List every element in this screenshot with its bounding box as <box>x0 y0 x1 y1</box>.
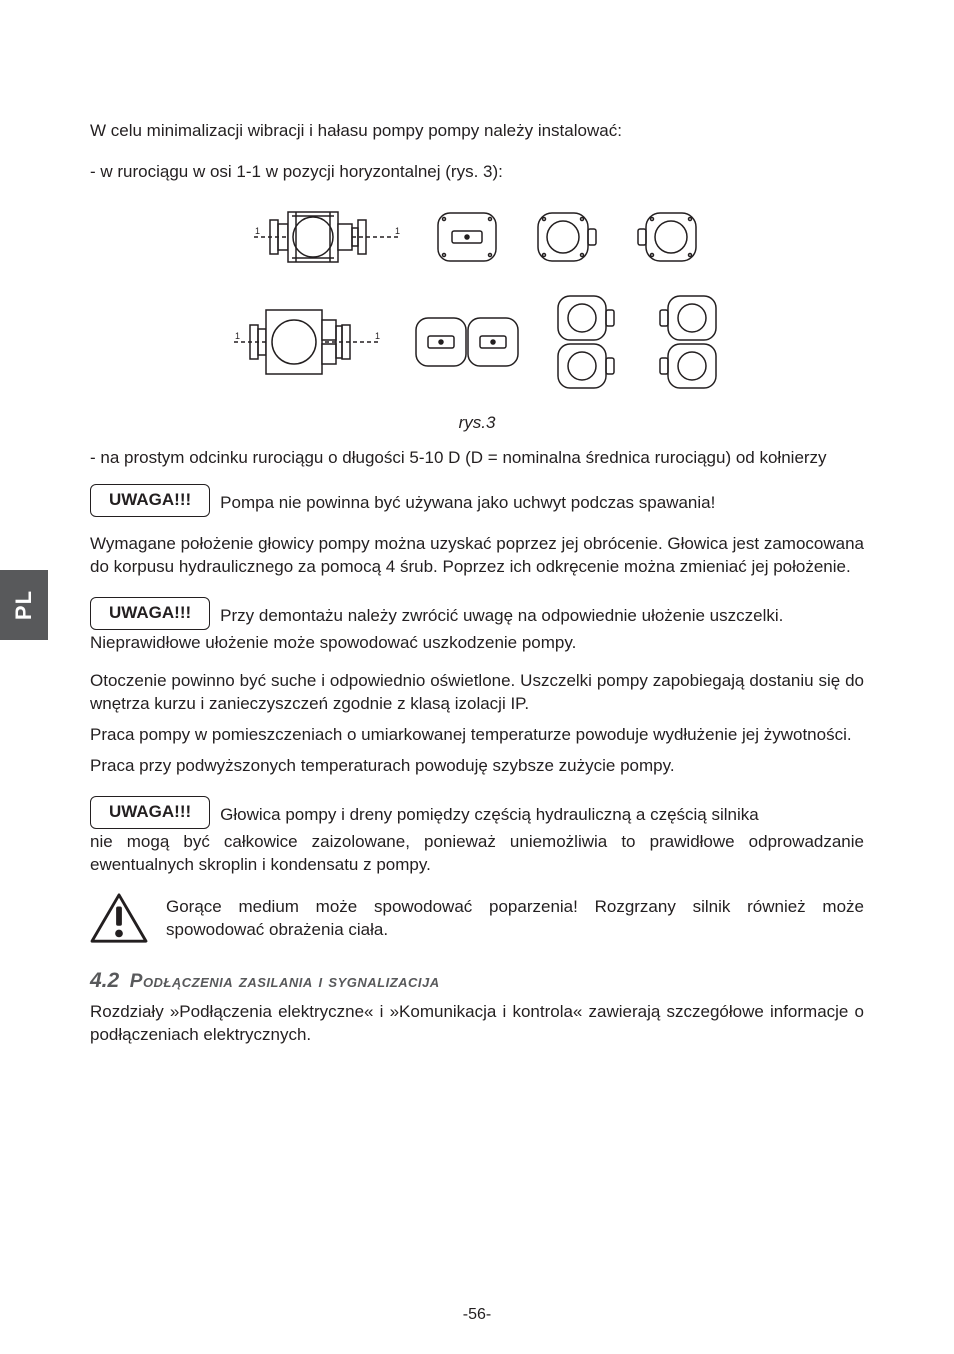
svg-text:1: 1 <box>235 331 240 341</box>
rotate-paragraph: Wymagane położenie głowicy pompy można u… <box>90 533 864 579</box>
env-paragraph-3: Praca przy podwyższonych temperaturach p… <box>90 755 864 778</box>
uwaga-label-2: UWAGA!!! <box>90 597 210 630</box>
svg-text:1: 1 <box>395 226 400 236</box>
svg-text:1: 1 <box>375 331 380 341</box>
figure-row-1: 1 1 <box>90 202 864 272</box>
section-heading: 4.2 Podłączenia zasilania i sygnalizacij… <box>90 967 864 995</box>
bullet-2: - na prostym odcinku rurociągu o długośc… <box>90 447 864 470</box>
section-number: 4.2 <box>90 969 119 992</box>
uwaga-3-text: Głowica pompy i dreny pomiędzy częścią h… <box>220 804 759 829</box>
pump-side-single-icon: 1 1 <box>252 202 402 272</box>
language-tab: PL <box>0 570 48 640</box>
warning-block: Gorące medium może spowodować poparzenia… <box>90 893 864 945</box>
uwaga-3: UWAGA!!! Głowica pompy i dreny pomiędzy … <box>90 796 864 829</box>
pump-side-double-icon: 1 1 <box>232 302 382 382</box>
language-tab-label: PL <box>11 590 37 620</box>
figure-caption: rys.3 <box>90 412 864 435</box>
figure-row-2: 1 1 <box>90 292 864 392</box>
section-body: Rozdziały »Podłączenia elektryczne« i »K… <box>90 1001 864 1047</box>
page-content: W celu minimalizacji wibracji i hałasu p… <box>90 120 864 1047</box>
intro-paragraph: W celu minimalizacji wibracji i hałasu p… <box>90 120 864 143</box>
bullet-1: - w rurociągu w osi 1-1 w pozycji horyzo… <box>90 161 864 184</box>
figure-3: 1 1 <box>90 202 864 435</box>
pump-front-double-h-icon <box>412 312 522 372</box>
uwaga-label-1: UWAGA!!! <box>90 484 210 517</box>
pump-front-circle-l-icon <box>632 207 702 267</box>
uwaga-2-text: Przy demontażu należy zwrócić uwagę na o… <box>220 605 783 630</box>
section-title: Podłączenia zasilania i sygnalizacija <box>130 971 440 992</box>
warning-triangle-icon <box>90 893 148 945</box>
uwaga-3-cont: nie mogą być całkowice zaizolowane, poni… <box>90 831 864 877</box>
uwaga-2: UWAGA!!! Przy demontażu należy zwrócić u… <box>90 597 864 630</box>
uwaga-1-text: Pompa nie powinna być używana jako uchwy… <box>220 492 715 517</box>
pump-front-circle-r-icon <box>532 207 602 267</box>
warning-text: Gorące medium może spowodować poparzenia… <box>166 896 864 942</box>
svg-text:1: 1 <box>255 226 260 236</box>
pump-front-double-stack-l-icon <box>652 292 722 392</box>
uwaga-1: UWAGA!!! Pompa nie powinna być używana j… <box>90 484 864 517</box>
uwaga-label-3: UWAGA!!! <box>90 796 210 829</box>
env-paragraph-1: Otoczenie powinno być suche i odpowiedni… <box>90 670 864 716</box>
pump-front-double-stack-r-icon <box>552 292 622 392</box>
pump-front-h-icon <box>432 207 502 267</box>
uwaga-2-cont: Nieprawidłowe ułożenie może spowodować u… <box>90 632 864 655</box>
page-number: -56- <box>0 1306 954 1324</box>
env-paragraph-2: Praca pompy w pomieszczeniach o umiarkow… <box>90 724 864 747</box>
